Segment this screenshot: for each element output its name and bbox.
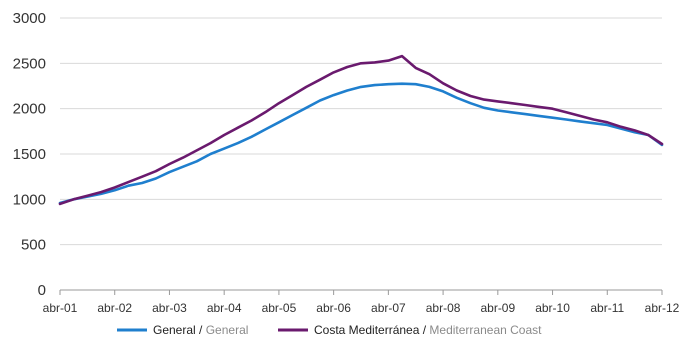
y-tick-label: 2500 (13, 55, 46, 72)
x-axis-ticks: abr-01 abr-02 abr-03 abr-04 abr-05 abr-06 abr-… (43, 290, 679, 315)
legend-label-secondary: Mediterranean Coast (429, 323, 542, 337)
legend-item: General / General (117, 323, 248, 337)
legend-label-separator: / (196, 323, 206, 337)
x-tick-label: abr-09 (480, 301, 515, 315)
y-tick-label: 0 (38, 282, 46, 299)
x-tick-label: abr-05 (262, 301, 297, 315)
legend-label: General / General (153, 323, 248, 337)
x-tick-label: abr-01 (43, 301, 78, 315)
gridlines (60, 18, 662, 245)
series-line (60, 84, 662, 203)
y-tick-label: 500 (21, 237, 46, 254)
x-tick-label: abr-03 (152, 301, 187, 315)
series-general (60, 84, 662, 203)
x-tick-label: abr-02 (97, 301, 132, 315)
legend-item: Costa Mediterránea / Mediterranean Coast (278, 323, 542, 337)
series-line (60, 56, 662, 204)
x-tick-label: abr-08 (426, 301, 461, 315)
x-tick-label: abr-07 (371, 301, 406, 315)
legend-label: Costa Mediterránea / Mediterranean Coast (314, 323, 542, 337)
series-lines (60, 56, 662, 204)
x-tick-label: abr-11 (590, 301, 624, 315)
x-tick-label: abr-06 (316, 301, 351, 315)
legend-label-primary: Costa Mediterránea (314, 323, 420, 337)
legend-label-separator: / (419, 323, 429, 337)
y-tick-label: 1000 (13, 191, 46, 208)
x-tick-label: abr-04 (207, 301, 242, 315)
y-tick-label: 1500 (13, 146, 46, 163)
legend-label-primary: General (153, 323, 196, 337)
legend: General / General Costa Mediterránea / Me… (117, 323, 542, 337)
y-tick-label: 3000 (13, 10, 46, 27)
legend-label-secondary: General (206, 323, 249, 337)
series-costa-mediterranea (60, 56, 662, 204)
x-tick-label: abr-12 (645, 301, 679, 315)
y-axis-ticks: 0 500 1000 1500 2000 2500 3000 (13, 10, 46, 299)
x-tick-label: abr-10 (535, 301, 570, 315)
y-tick-label: 2000 (13, 101, 46, 118)
